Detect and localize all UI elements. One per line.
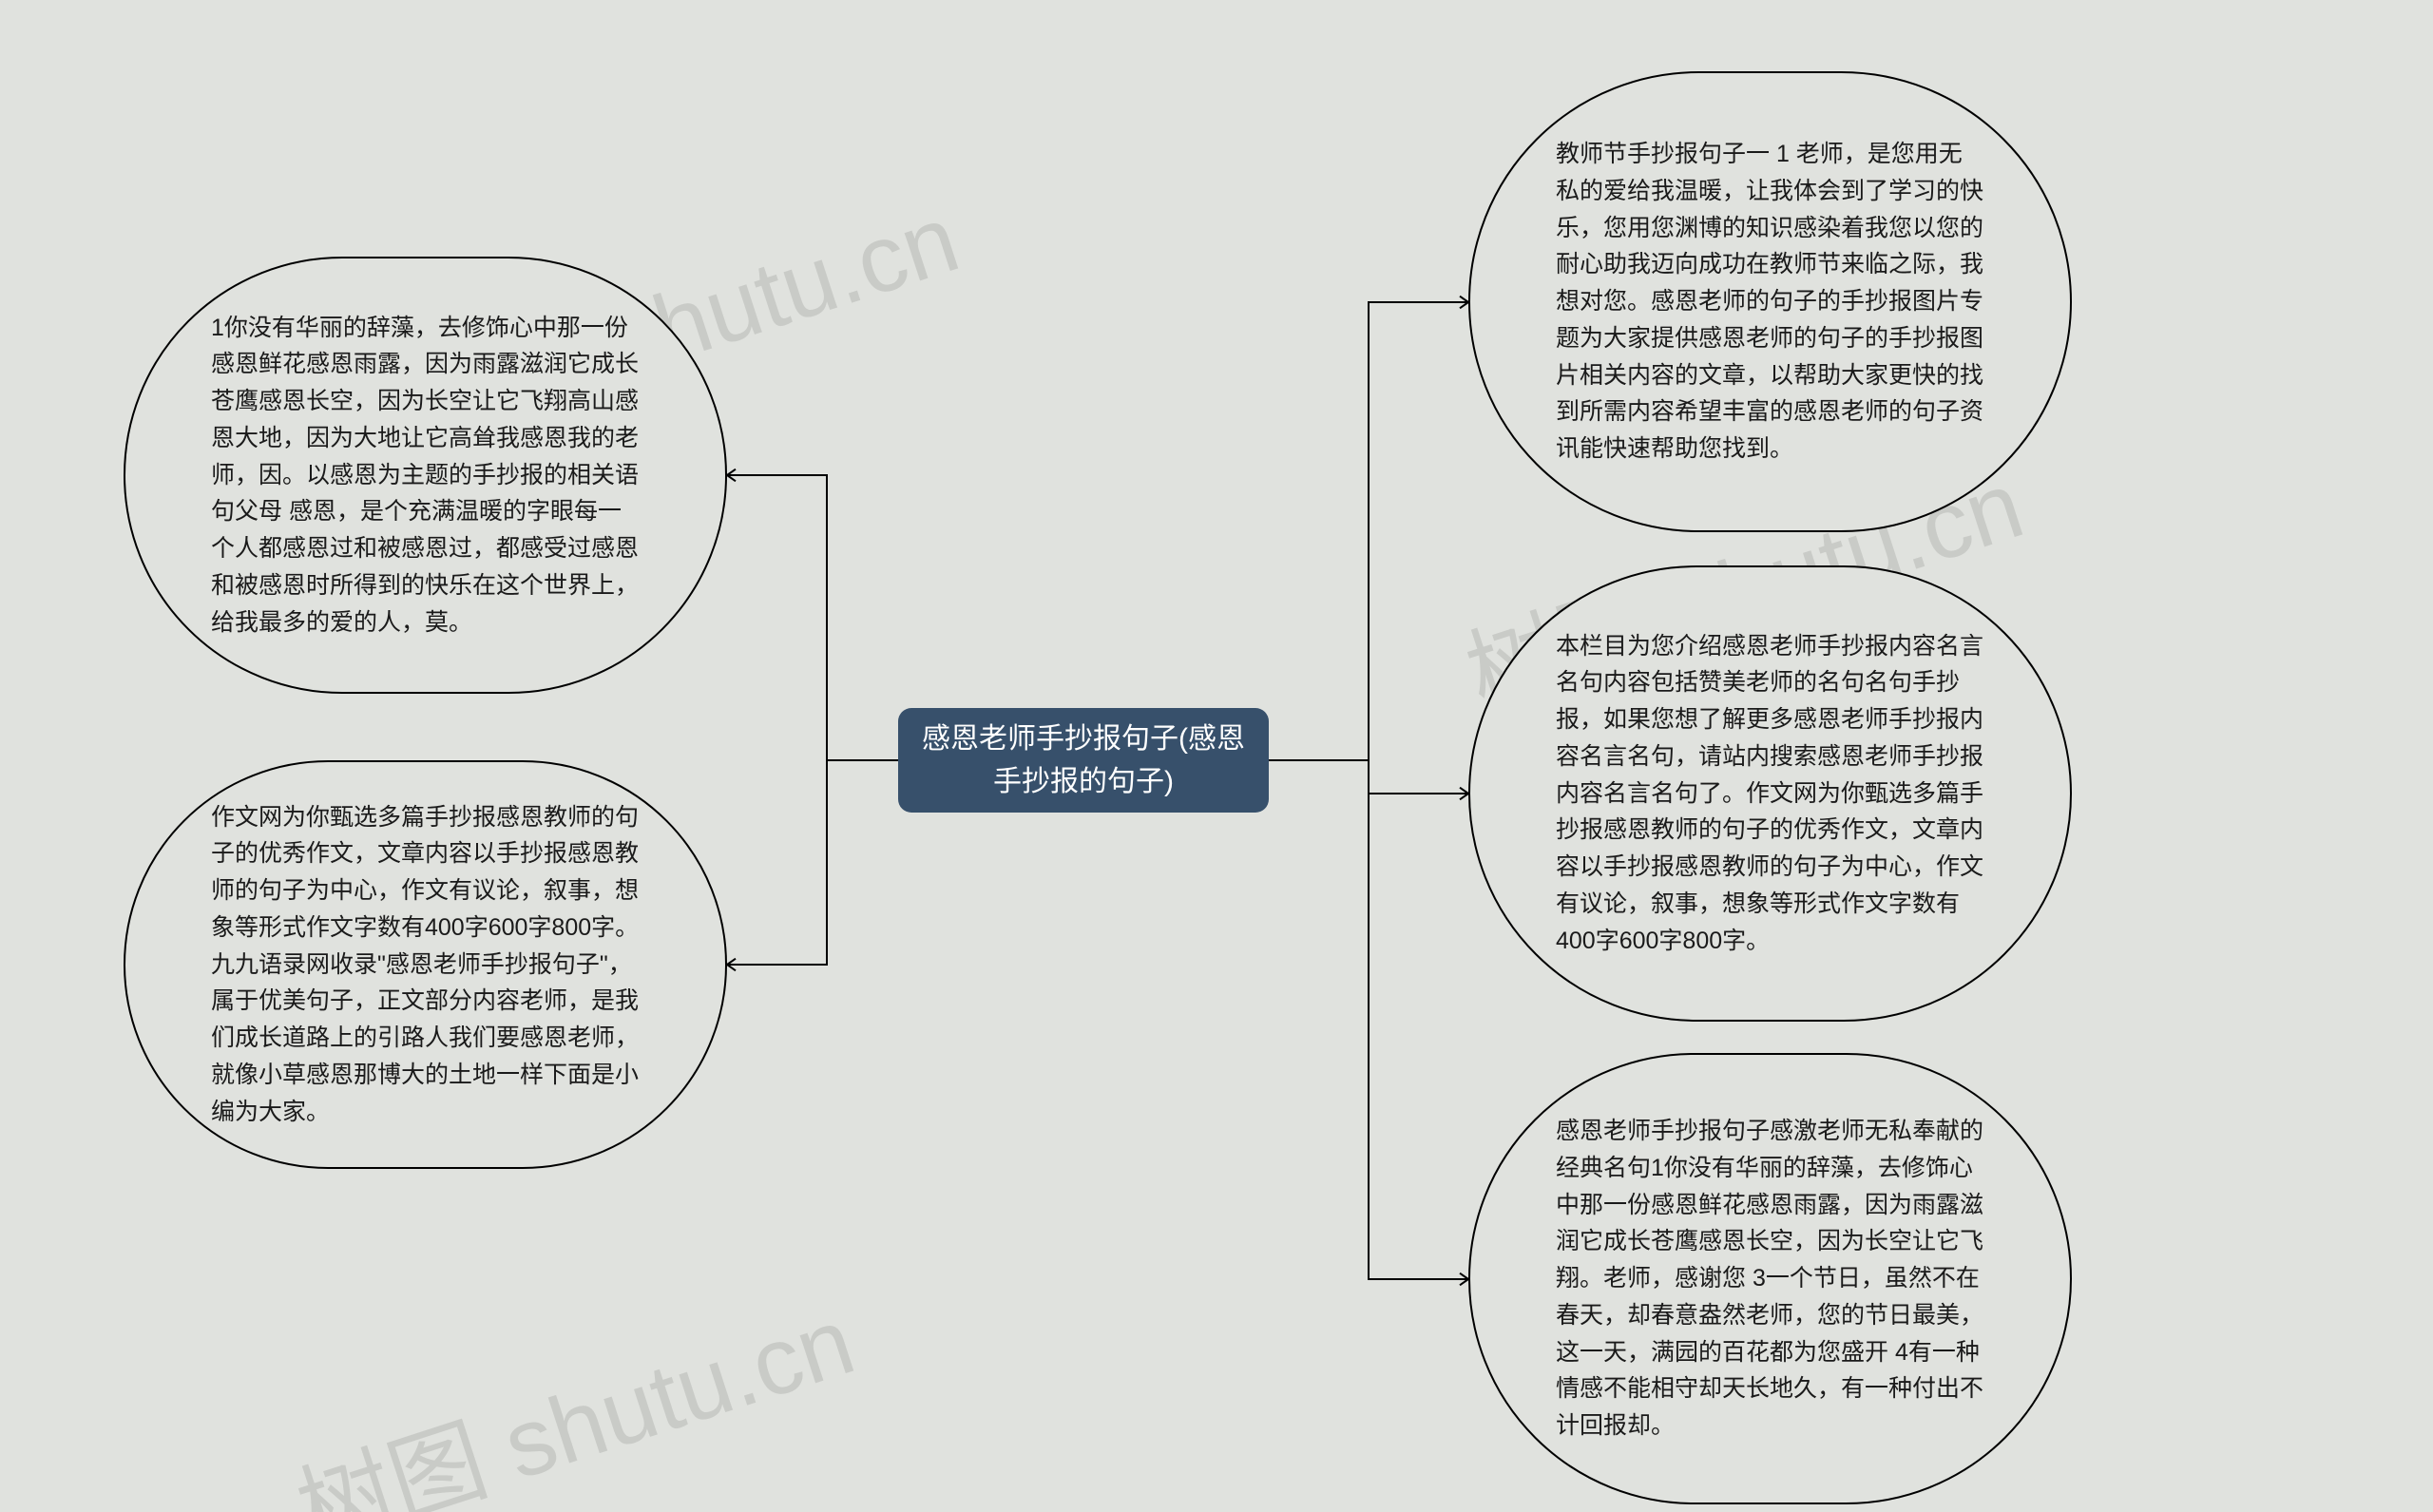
right-node: 感恩老师手抄报句子感激老师无私奉献的经典名句1你没有华丽的辞藻，去修饰心中那一份… (1468, 1053, 2072, 1504)
right-node: 本栏目为您介绍感恩老师手抄报内容名言名句内容包括赞美老师的名句名句手抄报，如果您… (1468, 565, 2072, 1022)
node-text: 1你没有华丽的辞藻，去修饰心中那一份感恩鲜花感恩雨露，因为雨露滋润它成长苍鹰感恩… (125, 310, 725, 641)
center-node: 感恩老师手抄报句子(感恩手抄报的句子) (898, 708, 1269, 813)
center-node-text: 感恩老师手抄报句子(感恩手抄报的句子) (919, 718, 1248, 803)
node-text: 教师节手抄报句子一 1 老师，是您用无私的爱给我温暖，让我体会到了学习的快乐，您… (1470, 136, 2070, 468)
left-node: 1你没有华丽的辞藻，去修饰心中那一份感恩鲜花感恩雨露，因为雨露滋润它成长苍鹰感恩… (124, 257, 727, 694)
node-text: 作文网为你甄选多篇手抄报感恩教师的句子的优秀作文，文章内容以手抄报感恩教师的句子… (125, 799, 725, 1131)
watermark: 树图 shutu.cn (278, 1264, 868, 1512)
node-text: 本栏目为您介绍感恩老师手抄报内容名言名句内容包括赞美老师的名句名句手抄报，如果您… (1470, 628, 2070, 960)
left-node: 作文网为你甄选多篇手抄报感恩教师的句子的优秀作文，文章内容以手抄报感恩教师的句子… (124, 760, 727, 1169)
node-text: 感恩老师手抄报句子感激老师无私奉献的经典名句1你没有华丽的辞藻，去修饰心中那一份… (1470, 1113, 2070, 1445)
right-node: 教师节手抄报句子一 1 老师，是您用无私的爱给我温暖，让我体会到了学习的快乐，您… (1468, 71, 2072, 532)
